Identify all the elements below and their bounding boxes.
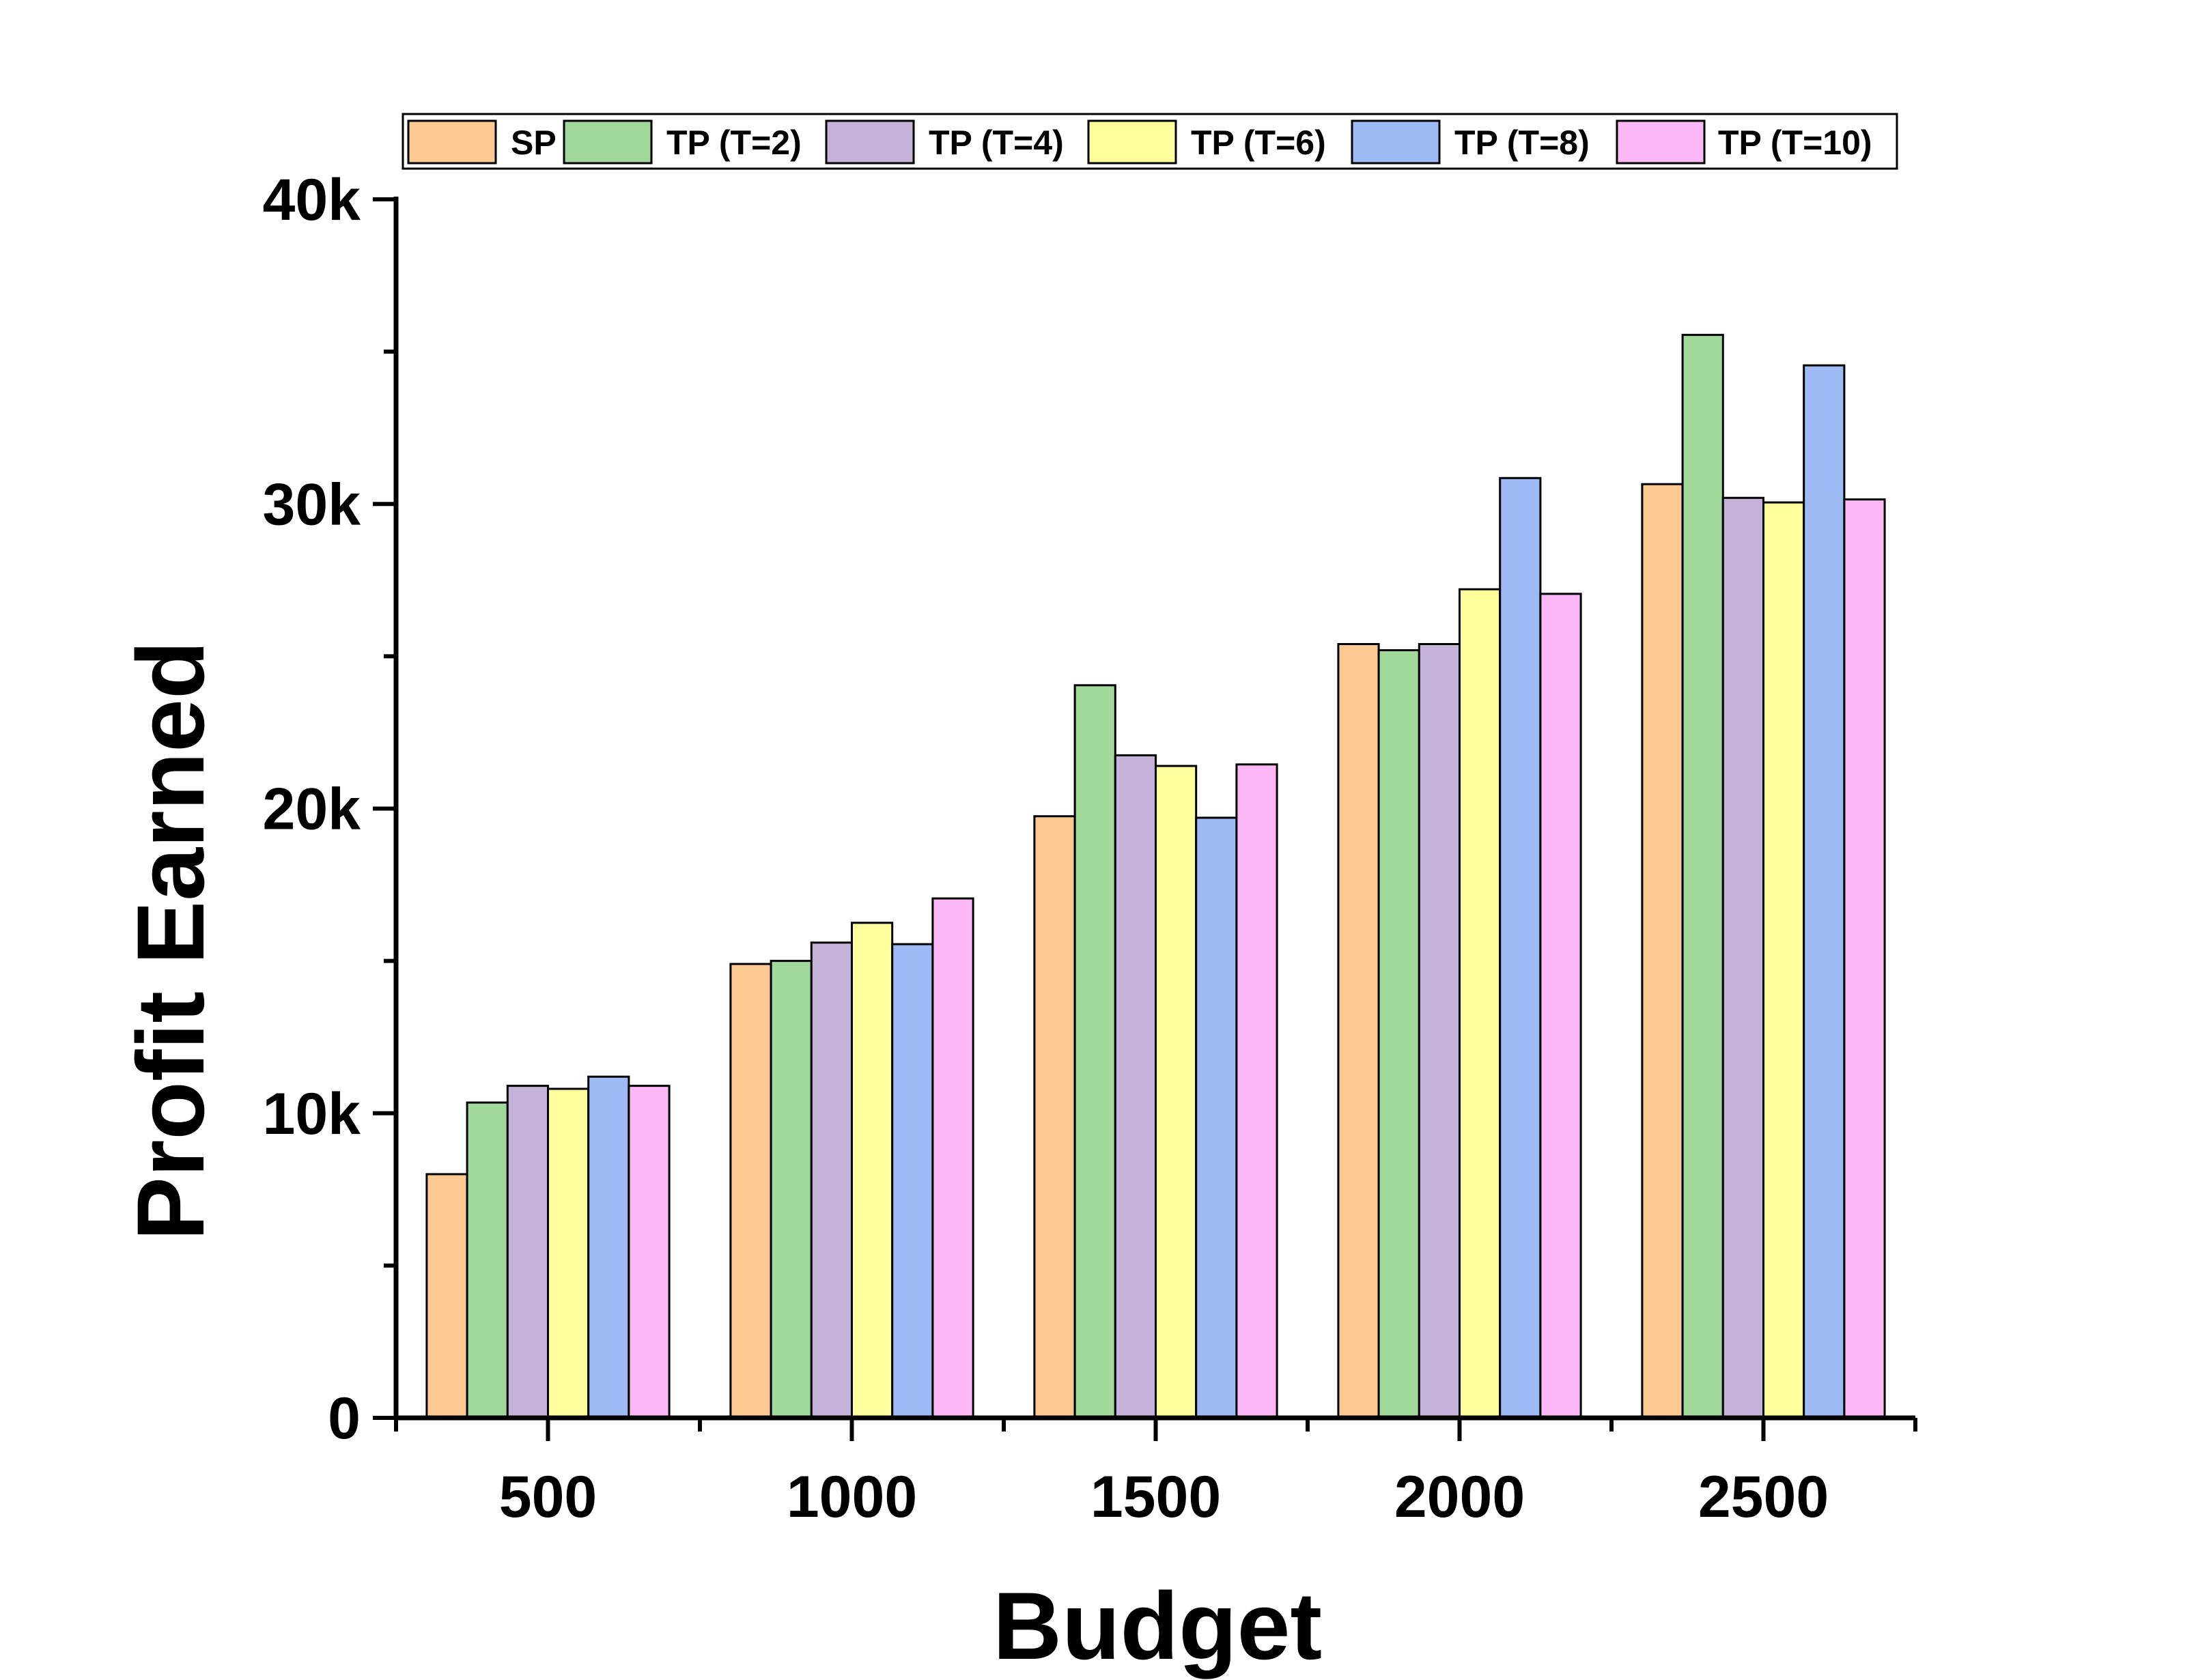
bars-group <box>425 334 1886 1419</box>
legend-swatch <box>1351 119 1441 165</box>
bar-2000-0 <box>1337 643 1380 1419</box>
x-tick-label: 2000 <box>1394 1464 1525 1530</box>
y-tick-label: 10k <box>263 1081 361 1147</box>
bar-1500-0 <box>1033 815 1076 1419</box>
legend-label: SP <box>511 124 557 162</box>
bar-1000-1 <box>770 960 813 1419</box>
legend-label: TP (T=6) <box>1191 124 1326 162</box>
bar-1500-3 <box>1155 765 1198 1419</box>
bar-2500-1 <box>1681 334 1724 1419</box>
bar-1000-4 <box>891 943 934 1419</box>
legend-label: TP (T=4) <box>929 124 1064 162</box>
bar-500-1 <box>466 1101 509 1419</box>
legend-swatch <box>1616 119 1706 165</box>
bar-500-0 <box>425 1173 468 1419</box>
bar-2000-1 <box>1377 649 1420 1419</box>
bar-1000-2 <box>810 941 854 1419</box>
axes-group: 0 10k 20k 30k 40k 500 1000 1500 2000 2500 <box>263 167 1917 1530</box>
legend-swatch <box>407 119 497 165</box>
bar-500-5 <box>628 1085 671 1419</box>
bar-1000-5 <box>931 897 974 1419</box>
bar-2000-2 <box>1418 643 1461 1419</box>
bar-1000-3 <box>851 922 894 1419</box>
bar-500-4 <box>587 1075 630 1419</box>
bar-1500-5 <box>1235 763 1278 1419</box>
bar-2500-3 <box>1762 501 1805 1419</box>
x-tick-label: 500 <box>499 1464 597 1530</box>
x-axis-title: Budget <box>993 1572 1322 1679</box>
legend-swatch <box>825 119 915 165</box>
bar-2000-3 <box>1459 588 1502 1419</box>
bar-2500-2 <box>1721 496 1765 1419</box>
y-axis-title: Profit Earned <box>117 640 224 1240</box>
y-tick-label: 40k <box>263 167 361 233</box>
bar-500-3 <box>547 1087 590 1419</box>
bar-1500-2 <box>1114 754 1157 1419</box>
legend-label: TP (T=8) <box>1454 124 1590 162</box>
x-tick-label: 1500 <box>1090 1464 1221 1530</box>
legend-swatch <box>563 119 653 165</box>
legend-label: TP (T=10) <box>1718 124 1872 162</box>
bar-1500-1 <box>1073 684 1116 1419</box>
bar-500-2 <box>506 1085 549 1419</box>
x-tick-label: 2500 <box>1698 1464 1829 1530</box>
y-tick-label: 0 <box>328 1386 361 1451</box>
bar-2500-4 <box>1803 364 1846 1419</box>
legend-swatch <box>1087 119 1177 165</box>
bar-2000-5 <box>1539 593 1582 1419</box>
legend: SP TP (T=2) TP (T=4) TP (T=6) TP (T=8) TP (T=… <box>402 113 1898 170</box>
x-tick-label: 1000 <box>787 1464 917 1530</box>
bar-1500-4 <box>1195 816 1238 1419</box>
y-tick-label: 30k <box>263 472 361 537</box>
legend-label: TP (T=2) <box>666 124 802 162</box>
bar-1000-0 <box>729 963 772 1419</box>
bar-2500-0 <box>1641 483 1684 1419</box>
bar-2500-5 <box>1843 498 1886 1419</box>
y-tick-label: 20k <box>263 777 361 842</box>
bar-2000-4 <box>1499 476 1542 1419</box>
